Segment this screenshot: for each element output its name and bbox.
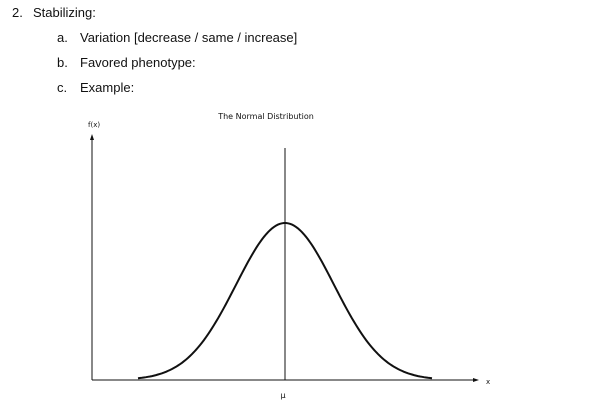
item-marker: c. — [57, 80, 68, 95]
mean-label: μ — [280, 391, 285, 400]
figure-title: The Normal Distribution — [217, 112, 314, 121]
list-label: Stabilizing: — [33, 5, 96, 20]
item-marker: a. — [57, 30, 68, 45]
y-label: f(x) — [88, 121, 100, 129]
normal-curve — [137, 222, 433, 380]
x-label: x — [486, 378, 490, 386]
y-arrow — [90, 134, 94, 140]
list-number: 2. — [12, 5, 23, 20]
item-text: Example: — [80, 80, 135, 95]
item-text: Favored phenotype: — [80, 55, 196, 70]
item-text: Variation [decrease / same / increase] — [80, 30, 298, 45]
item-marker: b. — [57, 55, 68, 70]
x-arrow — [473, 378, 479, 382]
